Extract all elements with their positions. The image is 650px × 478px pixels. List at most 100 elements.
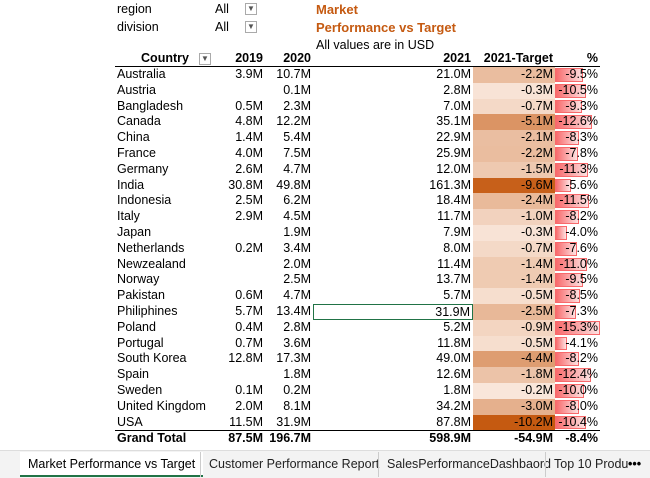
cell[interactable]: 12.6M — [436, 367, 471, 382]
data-bar — [555, 384, 585, 398]
filter-button[interactable]: ▼ — [199, 53, 211, 66]
cell: 0.1M — [283, 82, 311, 97]
data-bar — [555, 115, 593, 130]
cell: -1.5M — [473, 161, 555, 178]
data-bar — [555, 131, 580, 145]
cell[interactable]: 1.8M — [443, 383, 471, 397]
row-label: Bangladesh — [117, 98, 184, 113]
cell: 2.9M — [235, 209, 263, 224]
cell[interactable]: 2.8M — [443, 82, 471, 97]
data-bar — [555, 305, 577, 319]
cell[interactable]: 12.0M — [436, 161, 471, 176]
cell: 0.2M — [283, 383, 311, 397]
total-cell: -54.9M — [473, 430, 555, 446]
subtitle: Performance vs Target — [316, 20, 456, 35]
cell — [215, 272, 265, 288]
cell: 2.6M — [235, 161, 263, 176]
filter-label: division — [117, 20, 159, 34]
cell: 4.7M — [283, 288, 311, 303]
cell: 0.1M — [235, 383, 263, 397]
cell: 8.1M — [283, 398, 311, 413]
cell[interactable]: 21.0M — [436, 67, 471, 81]
sheet-tab[interactable]: Top 10 Produ — [545, 452, 636, 477]
cell[interactable]: 34.2M — [436, 398, 471, 413]
cell[interactable]: 25.9M — [436, 146, 471, 160]
data-bar — [555, 147, 578, 161]
cell: -0.7M — [473, 240, 555, 257]
row-label: Philiphines — [117, 304, 178, 318]
row-label: Austria — [117, 82, 156, 97]
column-header: 2019 — [215, 51, 265, 67]
cell: -2.5M — [473, 304, 555, 320]
cell[interactable]: 7.9M — [443, 225, 471, 239]
data-bar — [555, 368, 592, 382]
cell: 0.4M — [235, 319, 263, 334]
title: Market — [316, 2, 358, 17]
cell: -11.3% — [559, 161, 598, 176]
cell: 17.3M — [276, 351, 311, 366]
sheet-tab[interactable]: Market Performance vs Target — [20, 452, 204, 477]
cell[interactable]: 87.8M — [436, 414, 471, 429]
cell: -8.2% — [565, 209, 598, 224]
cell: 11.5M — [229, 414, 263, 429]
row-label: United Kingdom — [117, 398, 206, 413]
cell[interactable]: 11.7M — [437, 209, 471, 224]
cell: 31.9M — [276, 414, 311, 429]
cell: 2.0M — [283, 256, 311, 271]
cell: -7.8% — [565, 146, 598, 160]
cell: 4.7M — [283, 161, 311, 176]
cell[interactable]: 18.4M — [436, 193, 471, 208]
cell: -10.2M — [473, 414, 555, 431]
cell[interactable]: 13.7M — [436, 272, 471, 287]
cell[interactable]: 8.0M — [443, 240, 471, 255]
cell[interactable]: 49.0M — [436, 351, 471, 366]
cell: -8.2% — [565, 351, 598, 366]
row-label: Spain — [117, 367, 149, 382]
cell: -0.3M — [473, 225, 555, 241]
cell: 2.5M — [235, 193, 263, 208]
more-tabs[interactable]: ••• — [628, 457, 642, 471]
filter-dropdown[interactable]: ▼ — [245, 3, 257, 15]
cell: -8.3% — [565, 130, 598, 145]
sheet-tab[interactable]: Customer Performance Report — [200, 452, 387, 477]
data-bar — [555, 415, 586, 430]
cell[interactable]: 22.9M — [436, 130, 471, 145]
cell: 49.8M — [276, 177, 311, 192]
total-cell: Grand Total — [115, 430, 215, 446]
cell: -12.4% — [558, 367, 598, 382]
cell[interactable]: 11.8M — [437, 335, 471, 350]
cell: 1.8M — [283, 367, 311, 382]
filter-value[interactable]: All — [215, 20, 229, 34]
cell: -2.2M — [473, 67, 555, 83]
row-label: Pakistan — [117, 288, 165, 303]
cell: -9.5% — [565, 67, 598, 81]
cell[interactable]: 31.9M — [313, 304, 473, 320]
cell: -0.5M — [473, 335, 555, 352]
cell: 3.6M — [283, 335, 311, 350]
cell: 10.7M — [276, 67, 311, 81]
cell[interactable]: 161.3M — [429, 177, 471, 192]
data-bar — [555, 194, 589, 209]
cell: 5.7M — [235, 304, 263, 318]
row-label: Canada — [117, 114, 161, 129]
total-cell: 196.7M — [265, 430, 313, 446]
row-label: India — [117, 177, 145, 192]
row-label: Sweden — [117, 383, 163, 397]
filter-value[interactable]: All — [215, 2, 229, 16]
cell: 0.6M — [235, 288, 263, 303]
cell: -7.6% — [565, 240, 598, 255]
data-bar — [555, 289, 580, 303]
cell[interactable]: 5.2M — [443, 319, 471, 334]
cell[interactable]: 35.1M — [436, 114, 471, 129]
column-header: 2021-Target — [473, 51, 555, 67]
cell[interactable]: 11.4M — [437, 256, 471, 271]
filter-dropdown[interactable]: ▼ — [245, 21, 257, 33]
cell[interactable]: 7.0M — [443, 98, 471, 113]
sheet-tab[interactable]: SalesPerformanceDashbaord — [378, 452, 559, 477]
cell[interactable]: 5.7M — [443, 288, 471, 303]
cell: -5.6% — [565, 177, 598, 192]
cell: 6.2M — [283, 193, 311, 208]
filter-label: region — [117, 2, 152, 16]
total-cell: -8.4% — [555, 430, 600, 446]
